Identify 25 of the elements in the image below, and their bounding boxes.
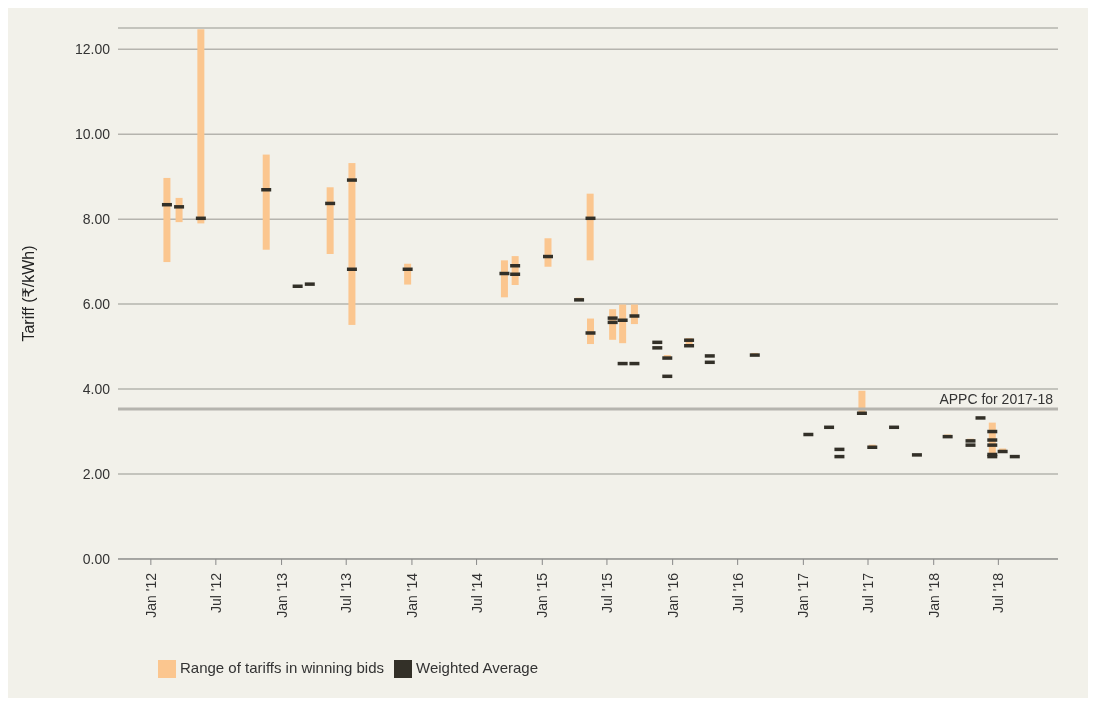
x-tick-label: Jan '17 bbox=[795, 572, 812, 618]
x-tick-label: Jan '12 bbox=[142, 572, 159, 618]
y-axis-title: Tariff (₹/kWh) bbox=[19, 245, 37, 342]
x-tick-label: Jan '16 bbox=[664, 572, 681, 618]
y-tick-label: 12.00 bbox=[74, 41, 111, 58]
x-tick-label: Jul '15 bbox=[598, 572, 615, 613]
y-tick-label: 4.00 bbox=[82, 381, 111, 398]
y-tick-label: 0.00 bbox=[82, 550, 111, 567]
x-tick-label: Jul '12 bbox=[207, 572, 224, 613]
y-tick-label: 8.00 bbox=[82, 211, 111, 228]
x-tick-label: Jan '15 bbox=[534, 572, 551, 618]
x-tick-label: Jul '16 bbox=[729, 572, 746, 613]
y-tick-label: 2.00 bbox=[82, 465, 111, 482]
x-tick-label: Jul '14 bbox=[468, 572, 485, 613]
y-tick-label: 10.00 bbox=[74, 126, 111, 143]
x-tick-label: Jan '14 bbox=[403, 572, 420, 618]
y-tick-label: 6.00 bbox=[82, 296, 111, 313]
legend-label: Range of tariffs in winning bids bbox=[180, 658, 385, 676]
x-tick-label: Jul '13 bbox=[338, 572, 355, 613]
ref-line-label: APPC for 2017-18 bbox=[939, 391, 1054, 408]
x-tick-label: Jul '18 bbox=[990, 572, 1007, 613]
x-tick-label: Jan '13 bbox=[273, 572, 290, 618]
legend-label: Weighted Average bbox=[416, 658, 539, 676]
x-tick-label: Jul '17 bbox=[860, 572, 876, 613]
x-tick-label: Jan '18 bbox=[925, 572, 942, 618]
